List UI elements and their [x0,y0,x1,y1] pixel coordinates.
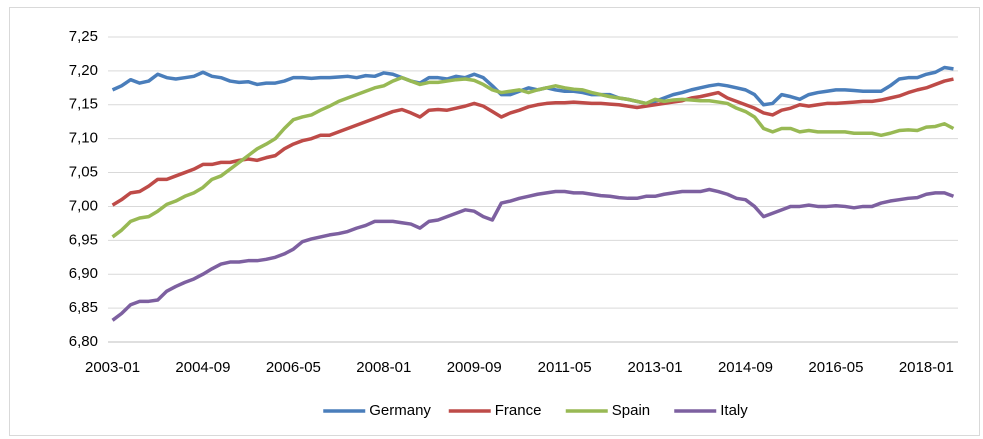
x-tick-label: 2018-01 [899,359,954,376]
y-tick-label: 6,80 [69,333,98,350]
y-tick-label: 7,25 [69,28,98,45]
y-tick-label: 7,05 [69,164,98,181]
y-tick-label: 7,20 [69,62,98,79]
x-tick-label: 2016-05 [808,359,863,376]
y-tick-label: 7,10 [69,130,98,147]
x-tick-label: 2004-09 [175,359,230,376]
x-tick-label: 2011-05 [538,359,592,376]
legend-label: Italy [720,402,748,419]
series-line [111,187,955,322]
x-tick-label: 2009-09 [447,359,502,376]
y-tick-label: 6,90 [69,265,98,282]
x-tick-label: 2008-01 [356,359,411,376]
y-tick-label: 7,15 [69,96,98,113]
series-line [111,75,955,239]
x-tick-label: 2003-01 [85,359,140,376]
legend-label: Germany [369,402,431,419]
legend-label: Spain [612,402,650,419]
legend-label: France [495,402,542,419]
x-tick-label: 2006-05 [266,359,321,376]
x-tick-label: 2014-09 [718,359,773,376]
series-line [111,65,954,107]
y-tick-label: 6,85 [69,299,98,316]
y-tick-label: 6,95 [69,231,98,248]
x-tick-label: 2013-01 [628,359,683,376]
series-line [111,77,954,207]
y-tick-label: 7,00 [69,197,98,214]
